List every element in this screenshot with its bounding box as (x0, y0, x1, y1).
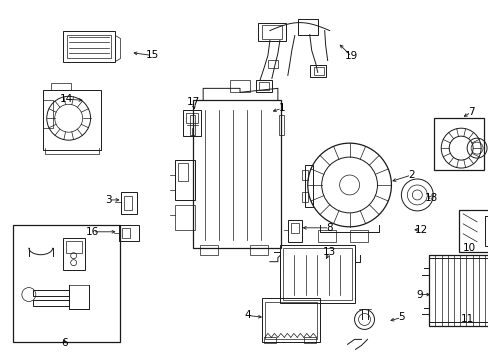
Bar (313, 67, 323, 75)
Bar (264, 337, 275, 343)
Bar (278, 115, 283, 135)
Bar (62, 31, 114, 62)
Bar (487, 232, 488, 242)
Bar (487, 220, 488, 230)
Text: 2: 2 (407, 170, 414, 180)
Bar (290, 223, 298, 233)
Bar (186, 113, 198, 123)
Bar (262, 298, 319, 342)
Text: 15: 15 (145, 50, 159, 60)
Bar (66, 35, 110, 58)
Bar (287, 220, 301, 242)
Bar (119, 225, 139, 241)
Bar (200, 245, 218, 255)
Text: 4: 4 (244, 310, 251, 320)
Bar (122, 228, 130, 238)
Bar (303, 337, 315, 343)
Bar (42, 90, 101, 150)
Bar (33, 300, 68, 306)
Text: 5: 5 (397, 312, 404, 323)
Bar (264, 302, 316, 339)
Bar (304, 165, 312, 207)
Bar (428, 258, 488, 323)
Bar (433, 118, 483, 170)
Bar (183, 110, 201, 136)
Text: 9: 9 (415, 289, 422, 300)
Text: 12: 12 (414, 225, 427, 235)
Text: 10: 10 (462, 243, 475, 253)
Bar (193, 100, 280, 248)
Text: 7: 7 (467, 107, 473, 117)
Bar (279, 245, 354, 302)
Bar (62, 238, 84, 270)
Bar (178, 163, 188, 181)
Text: 6: 6 (61, 338, 68, 348)
Text: 19: 19 (344, 51, 358, 62)
Bar (458, 210, 488, 252)
Text: 14: 14 (60, 94, 73, 104)
Bar (301, 170, 307, 180)
Text: 3: 3 (105, 195, 112, 205)
Bar (175, 160, 195, 200)
Text: 11: 11 (460, 314, 473, 324)
Bar (484, 216, 488, 246)
Bar (301, 192, 307, 202)
Text: 1: 1 (278, 103, 285, 113)
Bar (267, 60, 277, 68)
Bar (259, 82, 268, 90)
Bar (262, 24, 281, 39)
Bar (317, 230, 335, 242)
Bar (42, 100, 53, 128)
Bar (124, 196, 132, 210)
Bar (349, 230, 367, 242)
Bar (33, 289, 68, 296)
Bar (65, 241, 81, 253)
Text: 8: 8 (325, 223, 332, 233)
Bar (282, 248, 351, 300)
Text: 13: 13 (323, 247, 336, 257)
Bar (121, 192, 137, 214)
Bar (309, 66, 325, 77)
Text: 18: 18 (424, 193, 437, 203)
Bar (175, 205, 195, 230)
Bar (229, 80, 249, 92)
Bar (255, 80, 271, 92)
Bar (428, 255, 488, 327)
Bar (13, 225, 120, 342)
Text: 17: 17 (186, 97, 200, 107)
Bar (258, 23, 285, 41)
Bar (297, 19, 317, 35)
Bar (249, 245, 267, 255)
Text: 16: 16 (86, 227, 99, 237)
Bar (190, 115, 195, 135)
